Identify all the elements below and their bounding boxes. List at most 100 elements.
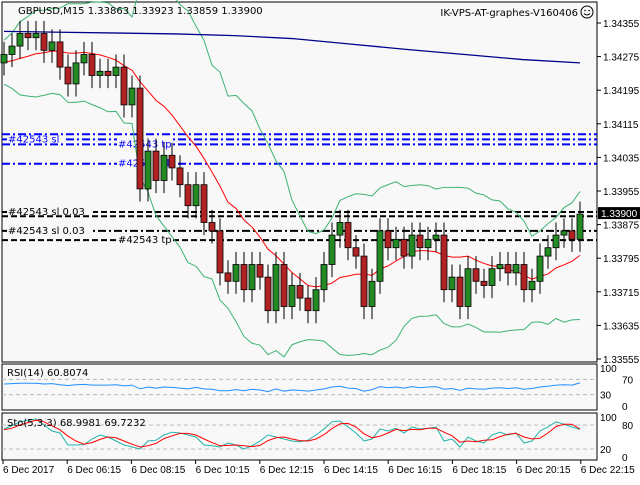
candle: [200, 172, 208, 236]
candle-body: [448, 276, 456, 291]
price-tick-label: 1.33715: [603, 288, 640, 299]
order-line-label: #42543 sl: [8, 134, 59, 145]
time-tick-label: 6 Dec 12:15: [260, 465, 314, 476]
moving-average-fast-line: [3, 50, 581, 288]
candle-body: [544, 247, 552, 257]
candle-body: [56, 41, 64, 68]
candle: [336, 209, 344, 248]
rsi-line: [3, 382, 581, 393]
time-tick-label: 6 Dec 06:15: [67, 465, 121, 476]
candle: [520, 251, 528, 303]
candle: [368, 268, 376, 320]
candle: [8, 33, 16, 68]
candle-body: [216, 230, 224, 274]
time-tick-label: 6 Dec 08:15: [131, 465, 185, 476]
candle-body: [184, 184, 192, 207]
candle-body: [272, 264, 280, 312]
candle-body: [112, 66, 120, 76]
time-tick-label: 6 Dec 10:15: [196, 465, 250, 476]
candle-body: [488, 268, 496, 286]
candle: [480, 268, 488, 299]
candle: [344, 209, 352, 261]
candle: [152, 138, 160, 194]
candle-body: [152, 150, 160, 181]
order-line-label-bg: [117, 137, 173, 149]
candle-body: [424, 238, 432, 249]
time-tick-label: 6 Dec 18:15: [452, 465, 506, 476]
candle-body: [0, 54, 8, 64]
candle-body: [496, 264, 504, 270]
candle: [496, 251, 504, 282]
candle-body: [352, 247, 360, 257]
smiley-icon[interactable]: [580, 5, 594, 19]
candle-body: [232, 264, 240, 282]
candle: [48, 29, 56, 63]
candle-body: [120, 66, 128, 106]
time-tick-label: 6 Dec 22:15: [581, 465, 635, 476]
sto-main-line: [3, 418, 581, 450]
price-tick-label: 1.33875: [603, 221, 640, 232]
candle: [416, 222, 424, 261]
time-tick-label: 6 Dec 14:15: [324, 465, 378, 476]
level-label: 70: [622, 375, 634, 386]
candle-body: [472, 268, 480, 282]
candle-body: [400, 238, 408, 257]
candle: [0, 41, 8, 76]
candle: [240, 251, 248, 303]
candle-body: [8, 45, 16, 55]
price-tick-label: 1.34275: [603, 53, 640, 64]
candle: [120, 54, 128, 118]
candle: [576, 201, 584, 252]
candle-body: [192, 184, 200, 207]
price-tick-label: 1.34035: [603, 153, 640, 164]
time-tick-label: 6 Dec 20:15: [517, 465, 571, 476]
candle: [144, 138, 152, 202]
level-label: 0: [622, 453, 628, 464]
order-line-label: #42543 tp: [118, 235, 172, 246]
candle: [32, 20, 40, 51]
candle: [328, 222, 336, 278]
candle: [176, 155, 184, 198]
candle: [184, 172, 192, 219]
order-line-label: #42543 sl 0.03: [8, 207, 85, 218]
candle: [400, 226, 408, 269]
candle-body: [144, 150, 152, 190]
symbol-info: GBPUSD,M15 1.33863 1.33923 1.33859 1.339…: [18, 6, 263, 17]
candle-body: [280, 264, 288, 307]
candle-body: [264, 276, 272, 312]
current-price-box: [598, 207, 640, 220]
price-tick-label: 1.33955: [603, 187, 640, 198]
candle: [488, 256, 496, 299]
time-tick-label: 6 Dec 2017: [3, 465, 55, 476]
candle: [360, 243, 368, 320]
candle-body: [536, 255, 544, 282]
candle-body: [376, 230, 384, 282]
bollinger-lower-line: [3, 83, 581, 358]
candle: [208, 209, 216, 244]
candle-body: [296, 285, 304, 299]
candle: [168, 142, 176, 181]
expert-name: IK-VPS-AT-graphes-V160406: [440, 8, 578, 19]
candle: [512, 251, 520, 286]
candle: [128, 75, 136, 118]
candle-body: [136, 87, 144, 190]
order-line-label: #42543 sl: [118, 159, 169, 170]
candle: [568, 218, 576, 252]
sto-signal-line: [3, 419, 581, 448]
level-label: 0: [622, 402, 628, 413]
candle-body: [168, 154, 176, 169]
candle-body: [568, 230, 576, 240]
candle: [216, 218, 224, 286]
candle: [432, 222, 440, 252]
moving-average-slow-line: [3, 30, 581, 64]
candle-body: [344, 222, 352, 249]
candle-body: [528, 280, 536, 291]
candle-body: [64, 66, 72, 85]
candle: [56, 29, 64, 80]
candle: [504, 251, 512, 286]
candle-body: [576, 213, 584, 240]
candle-body: [504, 264, 512, 274]
rsi-panel: [1, 363, 598, 411]
candle: [16, 20, 24, 59]
